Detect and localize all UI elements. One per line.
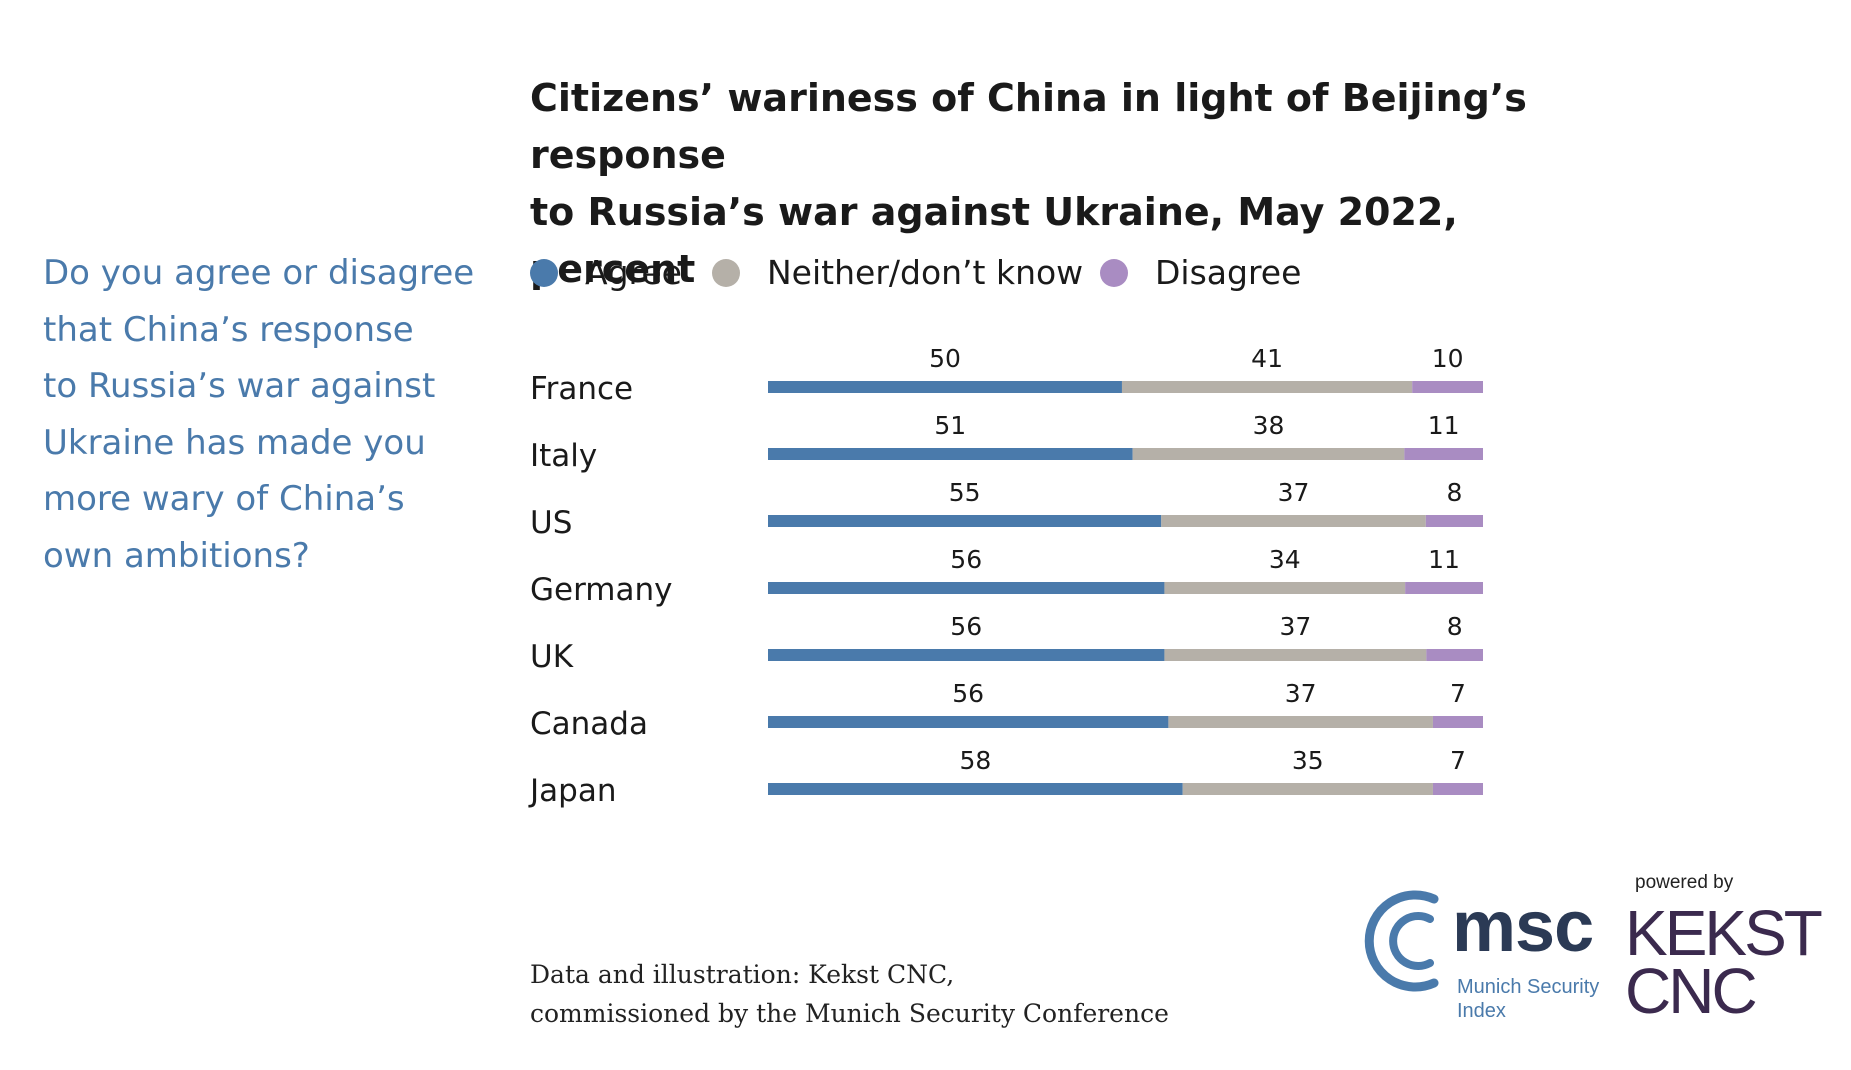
legend-swatch-neither <box>712 259 740 287</box>
bar-segment-disagree <box>1432 783 1483 795</box>
data-label-agree: 56 <box>952 679 984 708</box>
bar-segment-neither <box>1164 582 1406 594</box>
data-label-agree: 58 <box>959 746 991 775</box>
category-label: UK <box>530 639 574 675</box>
data-label-neither: 38 <box>1253 411 1285 440</box>
category-label: US <box>530 505 572 541</box>
category-label: Japan <box>528 773 616 809</box>
category-label: Canada <box>530 706 648 742</box>
data-label-disagree: 11 <box>1428 411 1460 440</box>
data-label-neither: 37 <box>1285 679 1317 708</box>
data-label-neither: 37 <box>1278 478 1310 507</box>
kekst-cnc-logo: powered by KEKST CNC <box>1625 872 1840 1032</box>
survey-question-line: to Russia’s war against <box>43 366 436 406</box>
data-label-agree: 51 <box>934 411 966 440</box>
data-label-disagree: 10 <box>1432 344 1464 373</box>
data-label-agree: 55 <box>949 478 981 507</box>
survey-question: Do you agree or disagree that China’s re… <box>43 245 483 584</box>
data-label-agree: 50 <box>929 344 961 373</box>
source-line-2: commissioned by the Munich Security Conf… <box>530 999 1169 1028</box>
legend-label-disagree: Disagree <box>1155 253 1302 292</box>
bar-segment-neither <box>1182 783 1433 795</box>
msc-subtitle-line-2: Index <box>1457 1000 1506 1022</box>
bar-segment-agree <box>768 783 1183 795</box>
kekst-wordmark-line-2: CNC <box>1625 955 1758 1027</box>
survey-question-line: Ukraine has made you <box>43 422 426 463</box>
bar-segment-disagree <box>1426 649 1483 661</box>
bar-segment-neither <box>1132 448 1405 460</box>
data-label-disagree: 11 <box>1428 545 1460 574</box>
category-label: Germany <box>530 572 672 608</box>
kekst-wordmark: KEKST CNC <box>1625 897 1823 1027</box>
source-line-1: Data and illustration: Kekst CNC, <box>530 960 955 989</box>
chart-title: Citizens’ wariness of China in light of … <box>530 70 1630 298</box>
category-label: Italy <box>530 438 597 474</box>
bar-segment-agree <box>768 716 1169 728</box>
chart-title-line-1: Citizens’ wariness of China in light of … <box>530 76 1527 177</box>
legend-label-neither: Neither/don’t know <box>767 253 1084 292</box>
bar-segment-neither <box>1168 716 1433 728</box>
data-label-disagree: 8 <box>1446 478 1462 507</box>
msc-wordmark: msc <box>1452 887 1594 967</box>
chart-title-line-2: to Russia’s war against Ukraine, May 202… <box>530 190 1458 291</box>
msc-subtitle: Munich Security Index <box>1457 975 1599 1023</box>
bar-segment-neither <box>1161 515 1426 527</box>
bar-segment-agree <box>768 582 1165 594</box>
data-label-neither: 41 <box>1251 344 1283 373</box>
msc-logo: msc Munich Security Index <box>1360 885 1620 1025</box>
bar-segment-agree <box>768 448 1133 460</box>
data-label-disagree: 7 <box>1450 679 1466 708</box>
powered-by-label: powered by <box>1635 872 1734 893</box>
bar-segment-disagree <box>1412 381 1483 393</box>
bar-segment-disagree <box>1432 716 1483 728</box>
survey-question-line: that China’s response <box>43 309 414 350</box>
legend-swatch-agree <box>530 259 558 287</box>
legend-swatch-disagree <box>1100 259 1128 287</box>
source-note: Data and illustration: Kekst CNC, commis… <box>530 955 1169 1033</box>
bar-segment-neither <box>1121 381 1413 393</box>
bar-segment-disagree <box>1405 582 1483 594</box>
survey-question-line: own ambitions? <box>43 535 310 576</box>
data-label-disagree: 7 <box>1450 746 1466 775</box>
data-label-disagree: 8 <box>1447 612 1463 641</box>
bar-segment-neither <box>1164 649 1427 661</box>
category-label: France <box>530 371 633 407</box>
msc-subtitle-line-1: Munich Security <box>1457 976 1600 998</box>
data-label-neither: 34 <box>1269 545 1301 574</box>
legend-label-agree: Agree <box>585 253 682 292</box>
bar-segment-disagree <box>1404 448 1483 460</box>
data-label-agree: 56 <box>950 545 982 574</box>
survey-question-line: more wary of China’s <box>43 479 405 519</box>
kekst-wordmark-line-1: KEKST <box>1625 897 1823 969</box>
bar-segment-agree <box>768 649 1165 661</box>
bar-segment-disagree <box>1425 515 1483 527</box>
bar-segment-agree <box>768 381 1122 393</box>
survey-question-line: Do you agree or disagree <box>43 253 475 293</box>
data-label-agree: 56 <box>950 612 982 641</box>
data-label-neither: 37 <box>1279 612 1311 641</box>
data-label-neither: 35 <box>1292 746 1324 775</box>
bar-segment-agree <box>768 515 1162 527</box>
msc-ring-icon <box>1364 890 1439 992</box>
